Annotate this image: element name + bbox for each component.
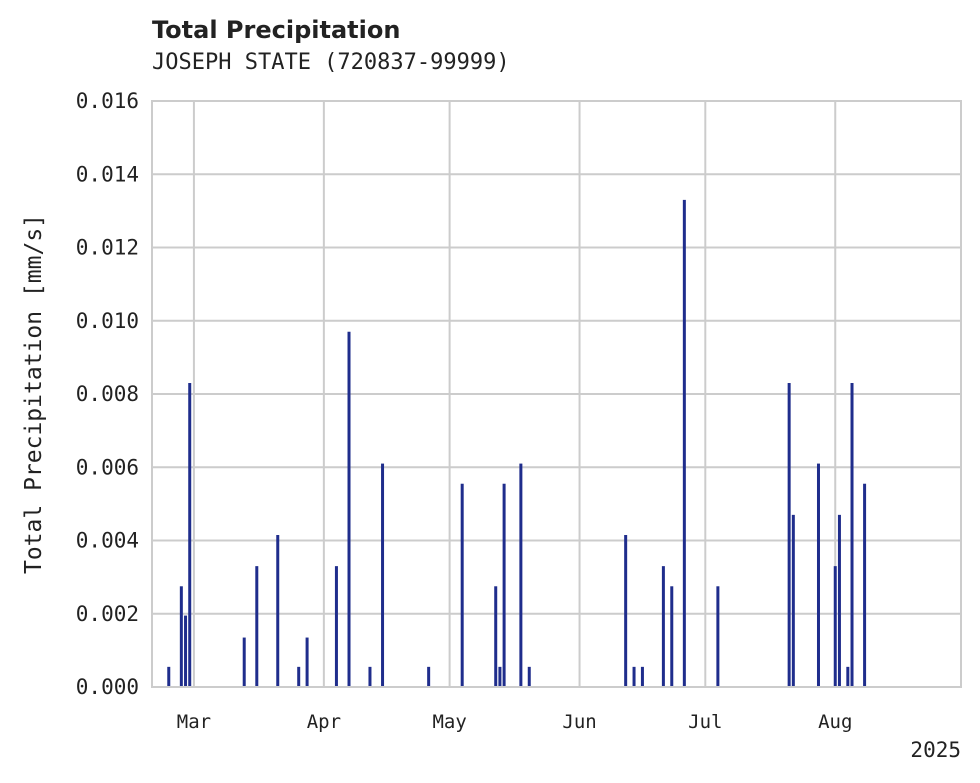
y-axis-label: Total Precipitation [mm/s]	[21, 214, 47, 574]
precip-bar	[427, 666, 431, 687]
precip-bar	[863, 483, 867, 687]
precip-bar	[632, 666, 636, 687]
precip-bar	[305, 637, 309, 687]
x-tick-label: Apr	[307, 711, 341, 733]
y-tick-labels: 0.000 0.002 0.004 0.006 0.008 0.010 0.012 0.014…	[76, 89, 139, 699]
precip-bar	[791, 514, 795, 687]
precip-bar	[502, 483, 506, 687]
y-tick-label: 0.014	[76, 162, 139, 186]
precip-bar	[682, 199, 686, 687]
precip-bar	[167, 666, 171, 687]
precip-bar	[184, 615, 188, 687]
precip-bar	[816, 463, 820, 687]
chart-subtitle: JOSEPH STATE (720837-99999)	[152, 50, 510, 75]
precip-bar	[276, 535, 280, 687]
bars-layer	[167, 199, 867, 687]
precip-bar	[297, 666, 301, 687]
y-tick-label: 0.008	[76, 382, 139, 406]
x-tick-label: Jul	[688, 711, 722, 733]
precip-bar	[661, 566, 665, 687]
y-tick-label: 0.000	[76, 675, 139, 699]
precip-bar	[846, 666, 850, 687]
x-tick-labels: Mar Apr May Jun Jul Aug	[177, 711, 853, 733]
y-tick-label: 0.004	[76, 529, 139, 553]
precip-bar	[640, 666, 644, 687]
x-tick-label: Aug	[818, 711, 852, 733]
precip-bar	[519, 463, 523, 687]
precip-bar	[494, 586, 498, 687]
precip-bar	[837, 514, 841, 687]
precip-bar	[527, 666, 531, 687]
precip-bar	[624, 535, 628, 687]
precip-bar	[188, 383, 192, 687]
y-tick-label: 0.002	[76, 602, 139, 626]
precip-bar	[716, 586, 720, 687]
precip-bar	[242, 637, 246, 687]
precip-bar	[179, 586, 183, 687]
precip-bar	[347, 331, 351, 687]
x-tick-label: Mar	[177, 711, 211, 733]
chart-title: Total Precipitation	[152, 16, 401, 44]
precip-bar	[670, 586, 674, 687]
x-tick-label: Jun	[562, 711, 596, 733]
precip-bar	[381, 463, 385, 687]
y-tick-label: 0.010	[76, 309, 139, 333]
precip-bar	[460, 483, 464, 687]
y-tick-label: 0.016	[76, 89, 139, 113]
precip-bar	[255, 566, 259, 687]
precip-bar	[498, 666, 502, 687]
precip-bar	[334, 566, 338, 687]
y-tick-label: 0.006	[76, 455, 139, 479]
plot-frame	[151, 100, 962, 688]
year-label: 2025	[910, 738, 961, 762]
y-tick-label: 0.012	[76, 236, 139, 260]
x-tick-label: May	[432, 711, 466, 733]
grid-layer	[152, 100, 961, 688]
precip-bar	[787, 383, 791, 687]
precip-bar	[833, 566, 837, 687]
precip-bar	[368, 666, 372, 687]
precip-bar	[850, 383, 854, 687]
